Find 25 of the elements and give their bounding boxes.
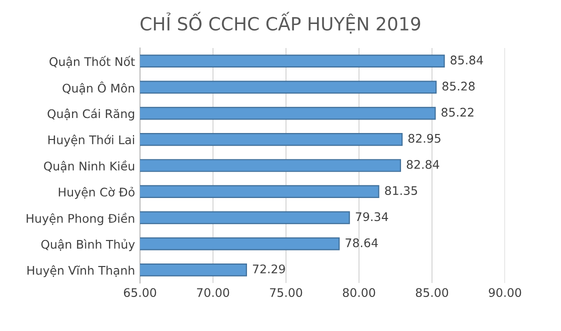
x-tick-label: 80.00 [342, 288, 376, 297]
y-tick-label: Quận Ô Môn [62, 82, 134, 95]
x-tick-label: 65.00 [124, 288, 156, 297]
data-label: 79.34 [356, 212, 388, 222]
y-tick-label: Quận Ninh Kiều [44, 160, 134, 173]
x-tick-label: 90.00 [488, 288, 522, 297]
x-tick-label: 70.00 [197, 288, 230, 297]
data-label: 85.28 [442, 82, 475, 91]
x-tick-label: 85.00 [416, 288, 448, 297]
data-label: 82.95 [408, 134, 440, 143]
data-label: 72.29 [252, 264, 285, 274]
y-tick-label: Quận Cái Răng [48, 108, 134, 120]
data-label: 85.22 [442, 108, 474, 117]
y-tick-label: Quận Thốt Nốt [50, 56, 135, 68]
y-tick-label: Huyện Phong Điền [26, 212, 134, 226]
y-tick-label: Quận Bình Thủy [41, 239, 135, 252]
y-tick-label: Huyện Vĩnh Thạnh [27, 265, 134, 278]
data-label: 82.84 [406, 160, 440, 169]
y-tick-label: Huyện Cờ Đỏ [58, 186, 134, 199]
data-label: 78.64 [346, 238, 378, 248]
chart-title: CHỈ SỐ CCHC CẤP HUYỆN 2019 [140, 12, 420, 34]
x-tick-label: 75.00 [270, 288, 302, 297]
data-label: 81.35 [385, 186, 418, 196]
y-tick-label: Huyện Thới Lai [48, 134, 134, 147]
data-label: 85.84 [450, 56, 483, 64]
